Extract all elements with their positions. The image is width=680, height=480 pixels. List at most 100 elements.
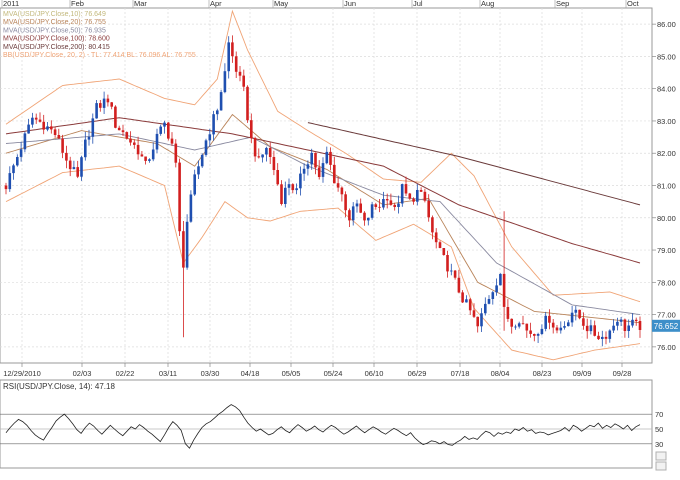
- candle-body: [374, 204, 378, 207]
- candle-body: [185, 221, 189, 268]
- candle-body: [8, 173, 12, 190]
- rsi-line: [5, 404, 641, 449]
- candle-body: [272, 157, 276, 170]
- mva200-line: [307, 122, 641, 206]
- candle-body: [114, 106, 117, 128]
- legend-entry: MVA(USD/JPY.Close,20): 76.755: [3, 19, 106, 26]
- candle-body: [517, 323, 521, 327]
- x-tick-label: 03/11: [159, 369, 177, 378]
- candle-body: [623, 319, 627, 331]
- scroll-down-button[interactable]: [655, 461, 667, 471]
- month-label: 2011: [3, 0, 19, 8]
- candle-body: [136, 144, 140, 155]
- month-label: Aug: [481, 0, 494, 8]
- mva100-line: [5, 117, 641, 264]
- x-tick-label: 09/09: [573, 369, 592, 378]
- candle-body: [589, 325, 593, 332]
- month-label: Feb: [71, 0, 84, 8]
- y-tick-label: 82.00: [657, 149, 676, 158]
- candle-body: [129, 138, 132, 143]
- candle-body: [416, 190, 419, 202]
- candle-body: [529, 330, 532, 334]
- rsi-panel-frame: [0, 379, 653, 469]
- last-price-label: 76.652: [654, 322, 679, 331]
- candle-body: [189, 194, 193, 222]
- candle-body: [495, 285, 498, 293]
- rsi-series: [5, 404, 641, 449]
- candle-body: [423, 191, 427, 201]
- y-tick-label: 80.00: [657, 214, 676, 223]
- candle-body: [80, 157, 83, 177]
- candle-body: [38, 119, 42, 122]
- candle-body: [393, 204, 396, 207]
- candle-body: [574, 309, 578, 313]
- candle-body: [540, 328, 544, 334]
- candle-body: [389, 200, 393, 205]
- candle-body: [502, 273, 506, 307]
- candle-body: [219, 92, 223, 111]
- rsi-scroll-controls[interactable]: [655, 451, 667, 471]
- scroll-up-button[interactable]: [655, 451, 667, 461]
- candle-body: [348, 210, 351, 221]
- y-tick-label: 86.00: [657, 20, 676, 29]
- candle-body: [227, 42, 230, 72]
- candle-body: [442, 248, 446, 255]
- y-tick-label: 84.00: [657, 85, 676, 94]
- candle-body: [563, 326, 566, 328]
- candle-body: [378, 206, 381, 208]
- candle-body: [234, 56, 238, 72]
- candle-body: [159, 126, 162, 134]
- candle-body: [87, 136, 91, 140]
- price-legend: MVA(USD/JPY.Close,10): 76.649MVA(USD/JPY…: [3, 11, 196, 59]
- candle-body: [619, 319, 623, 322]
- month-label: Jul: [413, 0, 423, 8]
- date-x-axis: 12/29/2010 02/03 02/22 03/11 03/30 04/18 05/05…: [3, 363, 631, 378]
- y-tick-label: 83.00: [657, 117, 676, 126]
- bollinger-lower-line: [5, 165, 641, 361]
- candle-body: [212, 114, 215, 135]
- rsi-tick-label: 70: [655, 410, 663, 419]
- candle-body: [68, 160, 72, 170]
- candle-body: [284, 187, 287, 204]
- candle-body: [57, 135, 61, 139]
- candle-body: [84, 139, 87, 158]
- candle-body: [148, 159, 151, 161]
- candle-body: [280, 184, 283, 204]
- candle-body: [544, 315, 547, 329]
- candle-body: [521, 323, 525, 325]
- candle-body: [491, 292, 495, 299]
- candle-body: [295, 188, 298, 191]
- candle-body: [510, 318, 513, 327]
- month-label: Sep: [556, 0, 569, 8]
- candle-body: [182, 231, 185, 268]
- candle-body: [340, 187, 344, 195]
- candle-body: [457, 277, 461, 293]
- x-tick-label: 06/29: [408, 369, 427, 378]
- candle-body: [65, 152, 68, 161]
- candle-body: [31, 117, 34, 125]
- x-tick-label: 08/23: [533, 369, 552, 378]
- candle-body: [163, 122, 166, 127]
- candle-body: [299, 173, 302, 189]
- rsi-tick-label: 30: [655, 440, 663, 449]
- candle-body: [72, 167, 76, 170]
- y-tick-label: 78.00: [657, 278, 676, 287]
- candle-body: [174, 143, 178, 163]
- y-tick-label: 81.00: [657, 182, 676, 191]
- candle-body: [419, 190, 423, 192]
- candle-body: [404, 184, 408, 194]
- candle-body: [616, 321, 619, 326]
- legend-entry: BB(USD/JPY.Close, 20, 2) - TL: 77.414 BL…: [3, 52, 196, 59]
- candle-body: [302, 168, 306, 174]
- candle-body: [468, 299, 472, 311]
- candle-body: [4, 185, 8, 190]
- candle-body: [125, 132, 129, 139]
- last-price-badge: 76.652: [652, 319, 680, 332]
- price-y-axis: 76.00 77.00 78.00 79.00 80.00 81.00 82.00 83.00…: [652, 20, 676, 352]
- candle-body: [261, 154, 264, 158]
- candle-body: [438, 242, 442, 248]
- candle-body: [167, 122, 170, 139]
- candle-body: [593, 325, 596, 336]
- candle-body: [144, 156, 147, 161]
